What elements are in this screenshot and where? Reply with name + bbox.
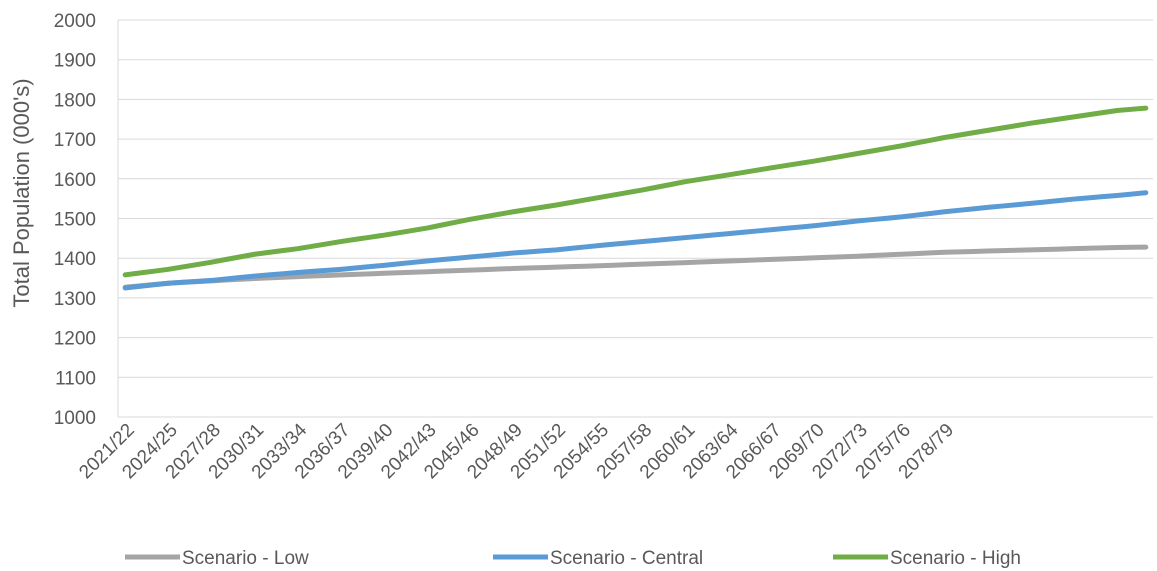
- legend-label: Scenario - Low: [182, 548, 309, 569]
- legend-label: Scenario - High: [890, 548, 1021, 569]
- series-line-3: [122, 105, 1149, 278]
- y-tick-label: 1300: [54, 289, 96, 310]
- y-tick-label: 1800: [54, 90, 96, 111]
- y-tick-label: 1500: [54, 210, 96, 231]
- y-tick-label: 1200: [54, 329, 96, 350]
- legend: Scenario - Low Scenario - Central Scenario…: [125, 548, 1021, 569]
- y-axis-title: Total Population (000's): [9, 78, 34, 307]
- y-tick-label: 1700: [54, 130, 96, 151]
- y-tick-label: 1900: [54, 51, 96, 72]
- y-tick-label: 2000: [54, 11, 96, 32]
- legend-label: Scenario - Central: [550, 548, 703, 569]
- y-tick-label: 1000: [54, 408, 96, 429]
- y-axis-ticks: 1000 1100 1200 1300 1400 1500 1600 1700 1800 1900…: [54, 11, 96, 429]
- x-axis-ticks: 2021/222024/252027/282030/312033/342036/…: [75, 419, 958, 483]
- y-tick-label: 1600: [54, 170, 96, 191]
- series-lines: [122, 105, 1149, 291]
- series-line-2: [122, 190, 1149, 291]
- y-tick-label: 1100: [55, 368, 96, 389]
- gridlines: [117, 19, 1153, 418]
- y-tick-label: 1400: [54, 249, 96, 270]
- series-line-1: [122, 244, 1149, 290]
